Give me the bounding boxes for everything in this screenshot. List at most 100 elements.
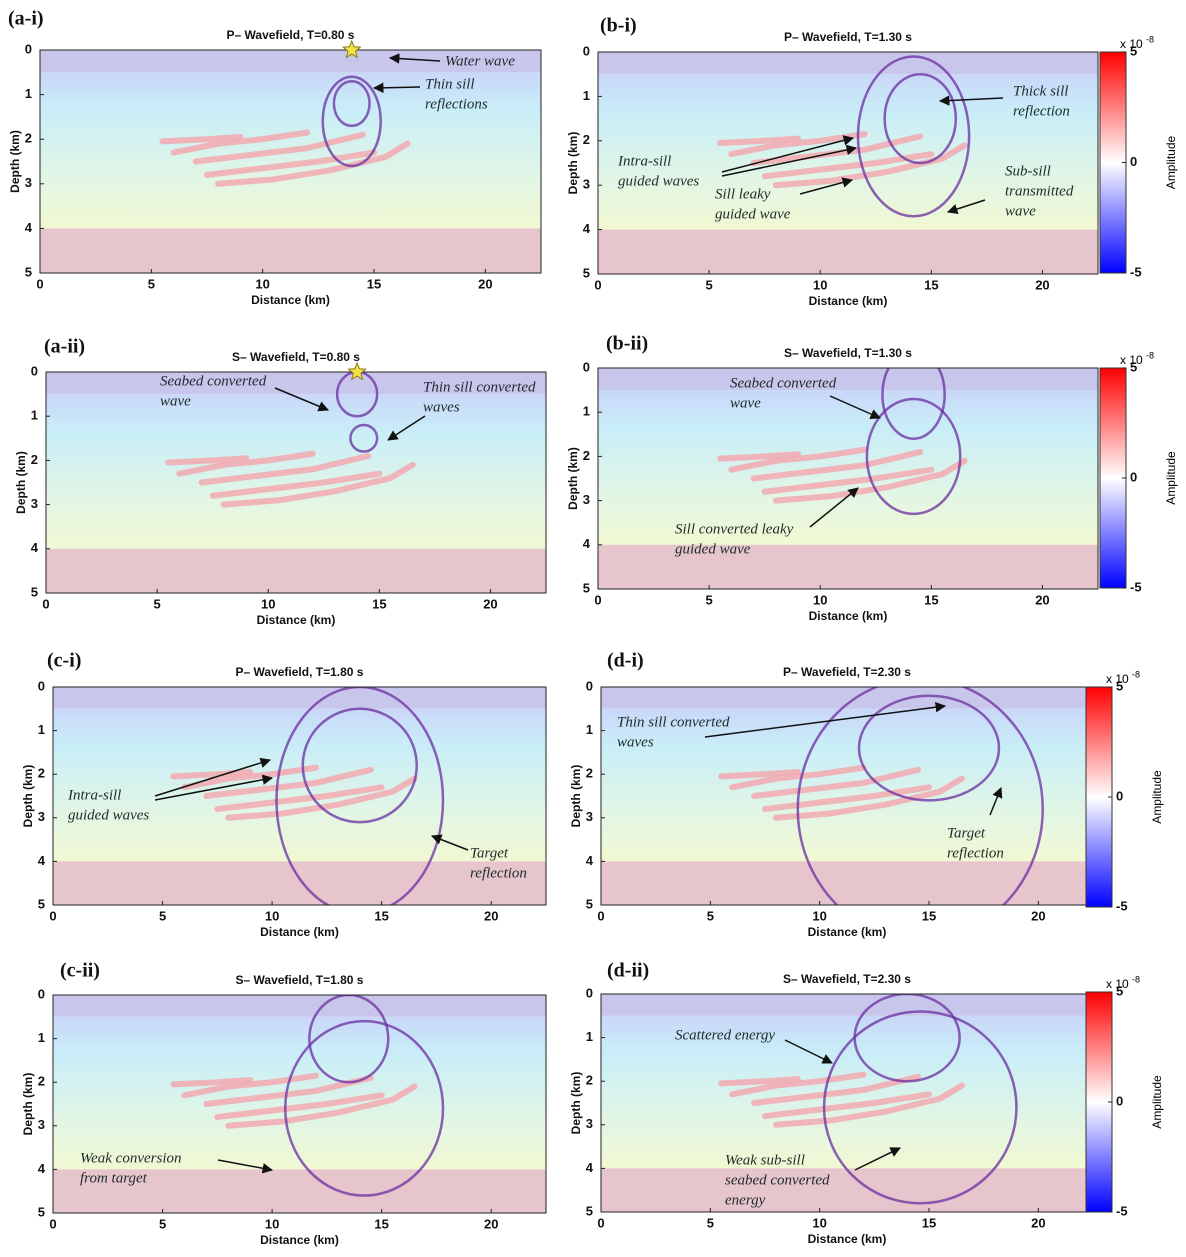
sill	[165, 455, 249, 466]
x-tick-label: 5	[153, 596, 160, 611]
panel-label: (a-ii)	[44, 336, 85, 358]
x-tick-label: 10	[813, 277, 827, 292]
y-tick-label: 3	[583, 492, 590, 507]
basement	[46, 548, 546, 593]
sill	[209, 470, 383, 499]
panel-title: S– Wavefield, T=2.30 s	[783, 972, 911, 986]
water-layer	[598, 368, 1098, 391]
basement	[53, 861, 546, 905]
annotation: guided wave	[675, 541, 751, 557]
colorbar-gradient	[1099, 367, 1127, 589]
annotation-arrow	[154, 774, 274, 801]
panel-title: P– Wavefield, T=0.80 s	[227, 28, 355, 42]
annotation: energy	[725, 1192, 766, 1208]
x-tick-label: 0	[42, 596, 49, 611]
annotation: guided waves	[618, 173, 699, 189]
x-axis-label: Distance (km)	[260, 925, 339, 939]
x-tick-label: 20	[484, 1216, 498, 1231]
y-axis-label: Depth (km)	[21, 1073, 35, 1136]
wavefront	[883, 72, 958, 165]
x-tick-label: 20	[1035, 592, 1049, 607]
sill	[214, 1092, 385, 1121]
y-tick-label: 0	[25, 41, 32, 56]
x-tick-label: 15	[924, 592, 938, 607]
sill	[750, 133, 924, 166]
wavefront	[857, 694, 1001, 802]
y-tick-label: 0	[38, 986, 45, 1001]
annotation-arrow	[704, 702, 947, 738]
y-tick-label: 3	[31, 496, 38, 511]
plot-area	[53, 687, 546, 905]
x-tick-label: 10	[261, 596, 275, 611]
sill	[728, 131, 868, 158]
x-tick-label: 20	[484, 908, 498, 923]
x-tick-label: 15	[367, 276, 381, 291]
colorbar-scale: x 10	[1120, 37, 1143, 51]
wavefront	[321, 75, 382, 168]
colorbar-scale: x 10	[1120, 353, 1143, 367]
sill	[225, 775, 418, 821]
y-tick-label: 3	[38, 809, 45, 824]
x-tick-label: 20	[478, 276, 492, 291]
annotation-arrow	[154, 757, 272, 797]
colorbar-tick-label: 0	[1130, 469, 1137, 484]
sill	[729, 1071, 867, 1098]
sill	[204, 149, 377, 178]
annotation: Scattered energy	[675, 1027, 775, 1043]
annotation: Intra-sill	[617, 153, 671, 169]
y-tick-label: 1	[38, 1030, 45, 1045]
colorbar: 5 0 -5 x 10 -8 Amplitude	[1099, 350, 1178, 594]
water-layer	[601, 687, 1093, 709]
axes-frame	[52, 686, 547, 906]
x-tick-label: 5	[705, 277, 712, 292]
x-axis-label: Distance (km)	[808, 925, 887, 939]
colorbar-scale: x 10	[1106, 977, 1129, 991]
sill	[718, 769, 801, 780]
y-tick-label: 5	[586, 896, 593, 911]
annotation: Sill converted leaky	[675, 521, 794, 537]
x-tick-label: 0	[594, 592, 601, 607]
panel-label: (b-i)	[600, 15, 637, 37]
colorbar-tick-label: 5	[1130, 359, 1137, 374]
x-tick-label: 5	[707, 1215, 714, 1230]
annotation: waves	[423, 399, 460, 415]
sill	[159, 133, 244, 145]
y-axis-label: Depth (km)	[569, 1072, 583, 1135]
annotation: from target	[80, 1170, 148, 1186]
y-tick-label: 4	[25, 220, 33, 235]
y-tick-label: 5	[38, 896, 45, 911]
x-tick-label: 10	[255, 276, 269, 291]
water-layer	[46, 372, 546, 395]
annotation: wave	[1005, 203, 1036, 219]
x-tick-label: 5	[705, 592, 712, 607]
annotation-arrow	[274, 387, 329, 412]
x-axis-label: Distance (km)	[257, 613, 336, 627]
y-tick-label: 1	[586, 722, 593, 737]
y-tick-label: 2	[38, 766, 45, 781]
panel-label: (b-ii)	[606, 333, 648, 355]
x-tick-label: 15	[922, 908, 936, 923]
sill	[772, 1082, 965, 1128]
y-tick-label: 4	[38, 853, 46, 868]
wavefront	[865, 397, 962, 516]
sill	[761, 466, 935, 495]
sill	[717, 451, 801, 462]
sill	[762, 784, 932, 813]
plot-area	[53, 995, 546, 1213]
annotation-arrow	[784, 1039, 833, 1064]
annotation-arrow	[989, 787, 1003, 816]
sill	[751, 766, 922, 799]
sill	[762, 1091, 932, 1120]
annotation-arrow	[829, 395, 881, 419]
x-axis-label: Distance (km)	[809, 609, 888, 623]
x-axis-label: Distance (km)	[251, 293, 330, 307]
annotation: Thin sill	[425, 76, 475, 92]
x-tick-label: 10	[813, 592, 827, 607]
colorbar-tick-label: -5	[1130, 264, 1142, 279]
water-layer	[53, 687, 546, 709]
x-tick-label: 0	[49, 1216, 56, 1231]
panel-title: P– Wavefield, T=1.30 s	[784, 30, 912, 44]
